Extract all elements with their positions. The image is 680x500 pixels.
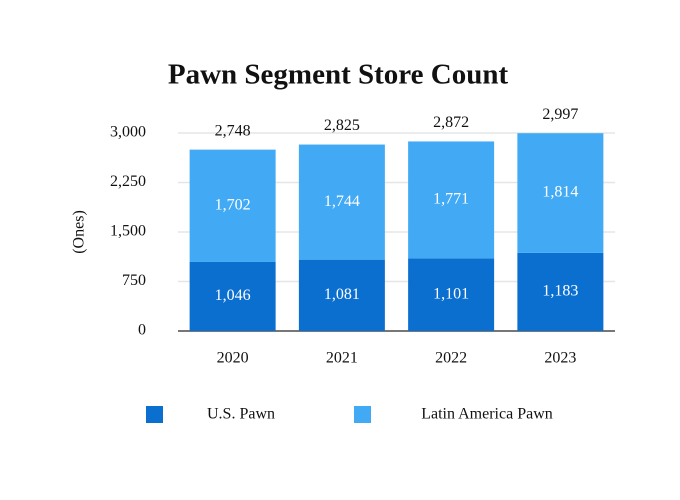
bar-segment [408,141,495,259]
data-label: 1,702 [215,196,251,213]
y-tick-label: 2,250 [110,173,146,190]
legend-label: U.S. Pawn [207,406,275,423]
data-label: 1,081 [324,286,360,303]
data-label: 1,771 [433,191,469,208]
data-label: 1,744 [324,193,360,210]
y-axis-label: (Ones) [71,210,88,254]
y-tick-label: 1,500 [110,223,146,240]
bar-segment [298,259,385,331]
data-label: 1,101 [433,285,469,302]
legend-swatch [146,406,163,423]
bar-segment [298,144,385,260]
bar-segment [189,149,276,262]
x-tick-label: 2021 [326,350,358,367]
legend-swatch [354,406,371,423]
total-label: 2,997 [542,106,578,123]
data-label: 1,046 [215,287,251,304]
total-label: 2,872 [433,114,469,131]
total-label: 2,748 [215,122,251,139]
bar-segment [517,133,604,253]
x-tick-label: 2020 [217,350,249,367]
bar-segment [408,258,495,331]
total-label: 2,825 [324,117,360,134]
x-tick-label: 2023 [544,350,576,367]
y-tick-label: 750 [122,272,146,289]
chart-title: Pawn Segment Store Count [168,59,509,91]
bar-segment [189,261,276,331]
x-tick-label: 2022 [435,350,467,367]
y-tick-label: 0 [138,322,146,339]
data-label: 1,814 [542,184,578,201]
y-tick-label: 3,000 [110,124,146,141]
bar-segment [517,252,604,331]
legend-label: Latin America Pawn [421,406,553,423]
data-label: 1,183 [542,283,578,300]
